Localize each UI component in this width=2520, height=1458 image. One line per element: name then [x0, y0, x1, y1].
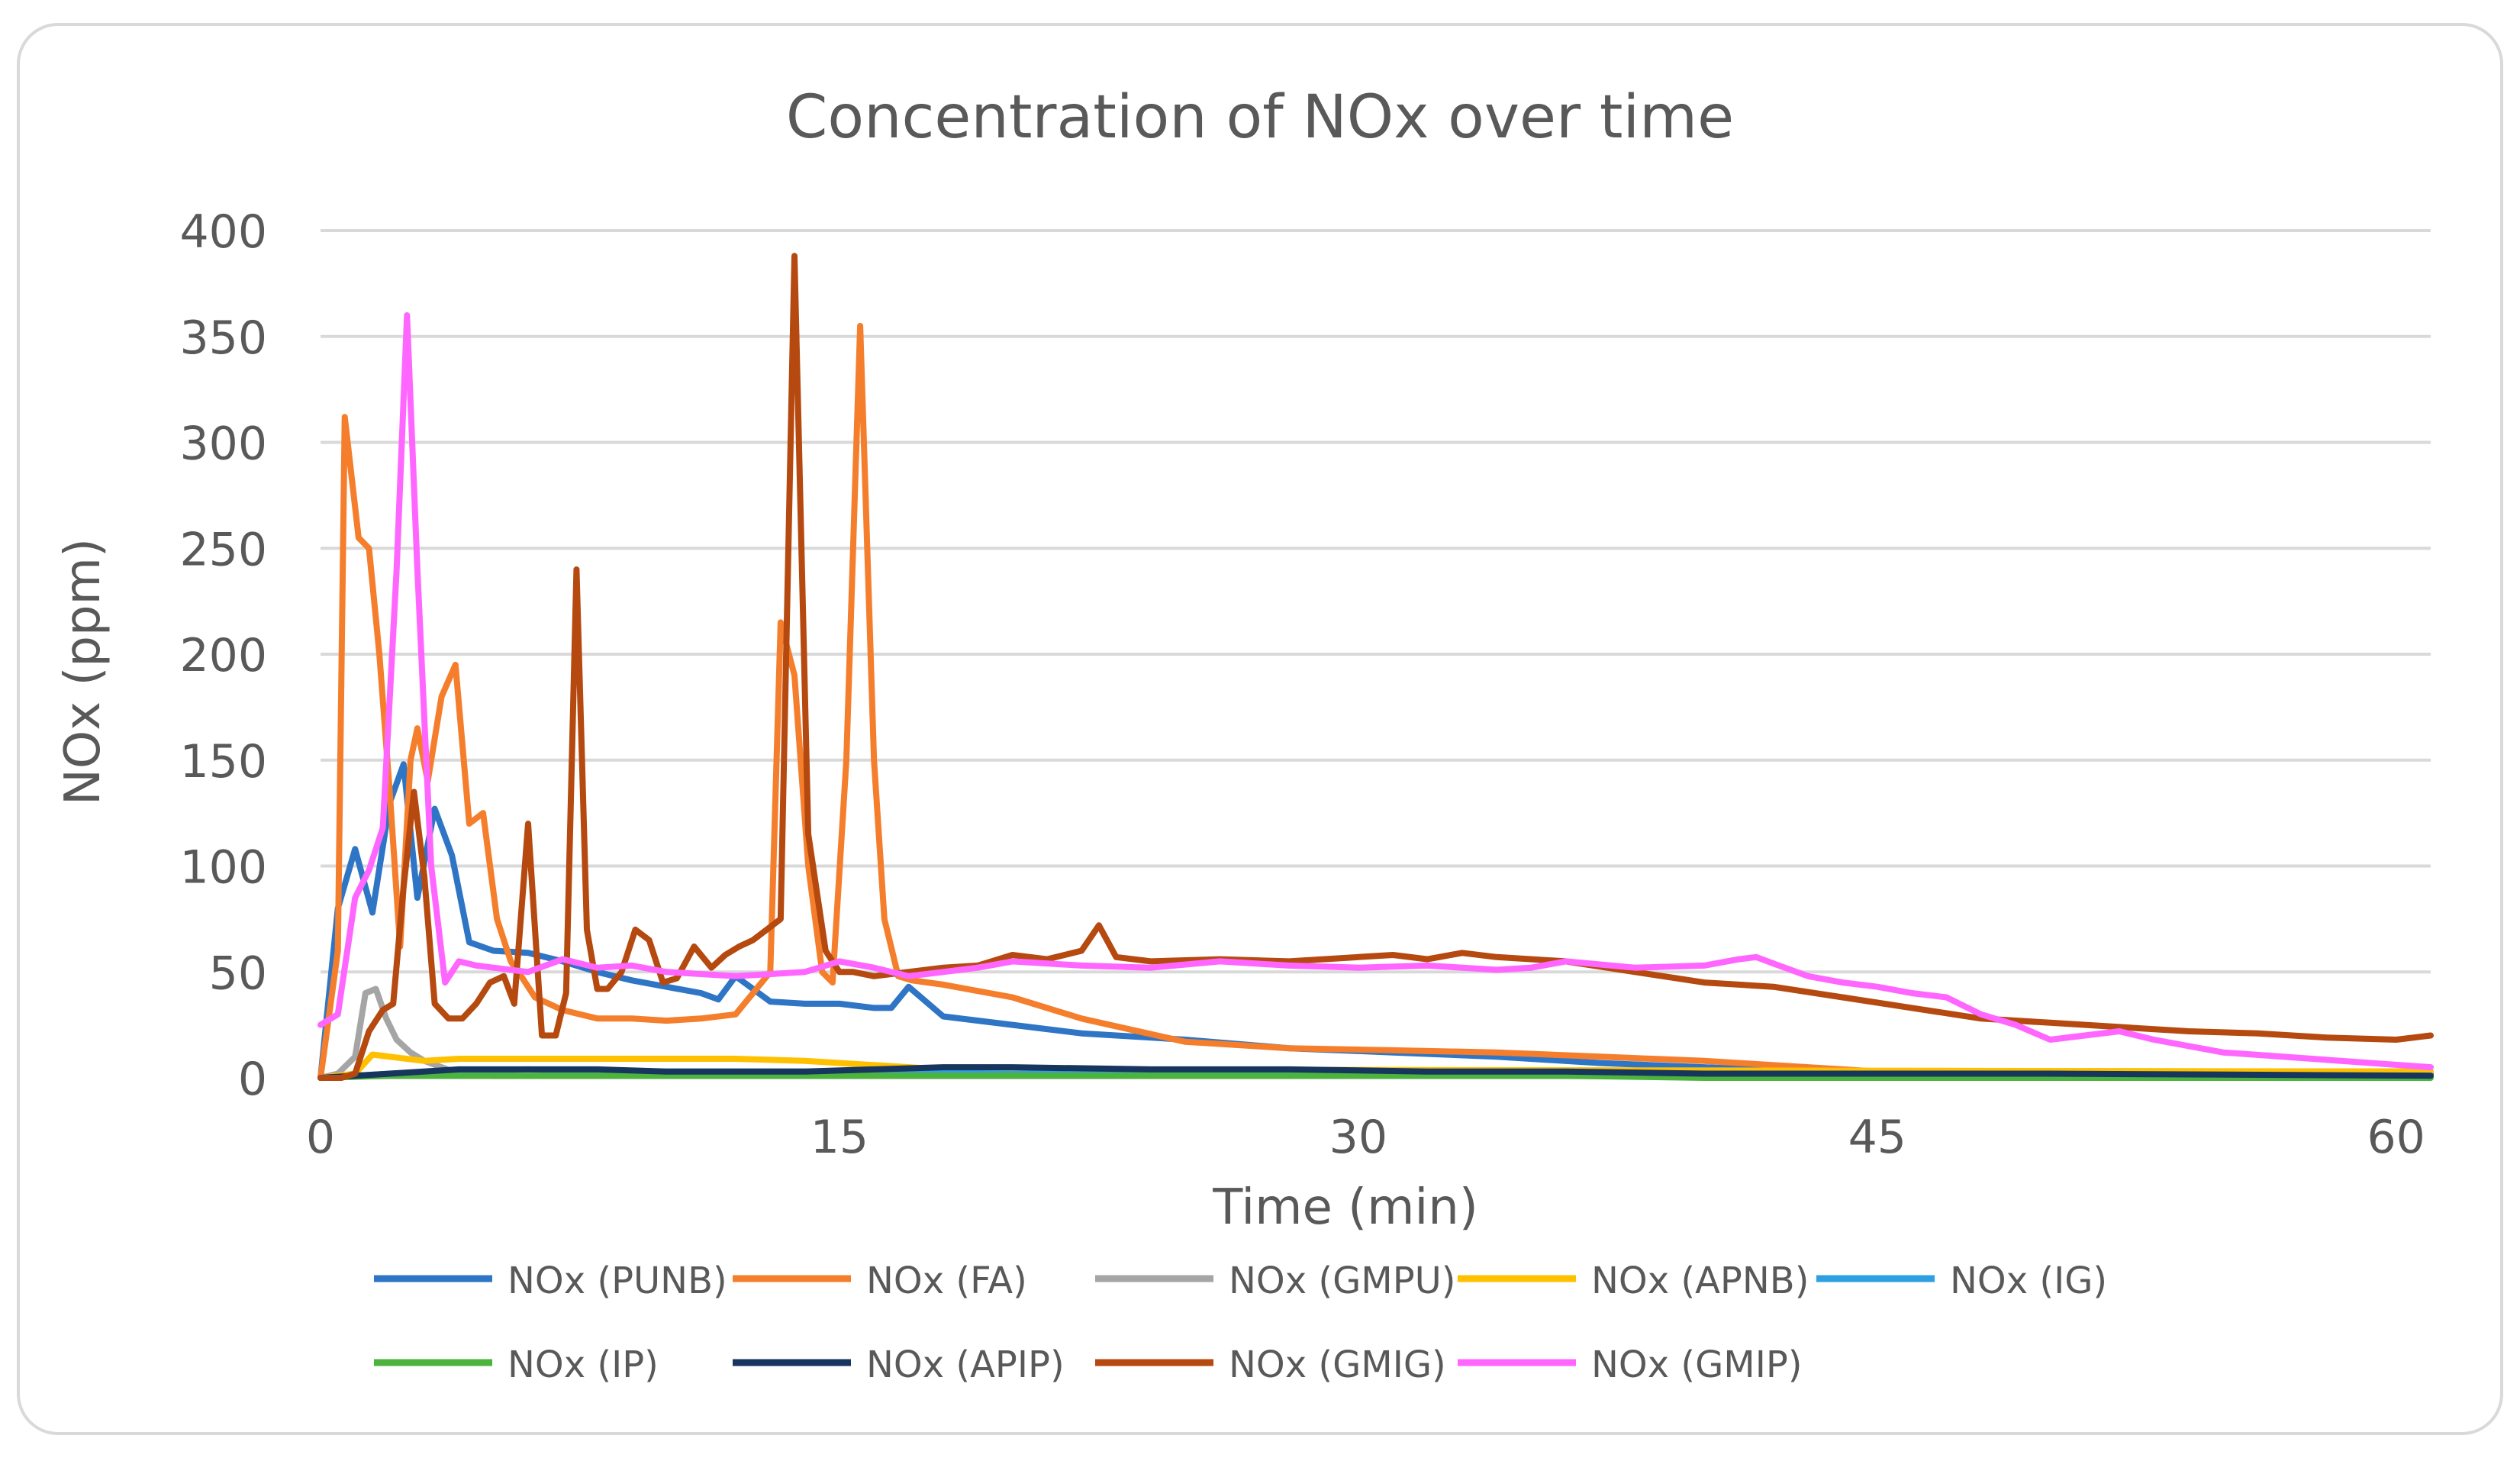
y-tick-labels: 0 50 100 150 200 250 300 350 400: [179, 205, 267, 1106]
x-tick-label: 45: [1848, 1111, 1906, 1164]
series-lines: [317, 253, 2434, 1081]
legend-item: NOx (GMIG): [1095, 1343, 1446, 1386]
legend-item: NOx (GMIP): [1458, 1343, 1803, 1386]
legend-item: NOx (IG): [1816, 1260, 2107, 1302]
series-line-nox-gmip: [317, 312, 2434, 1071]
legend-label: NOx (GMIG): [1229, 1343, 1446, 1386]
series-line-nox-fa: [317, 322, 2434, 1081]
series-line-nox-apip: [317, 1064, 2434, 1081]
y-tick-label: 200: [179, 629, 267, 682]
x-tick-label: 15: [810, 1111, 868, 1164]
legend-label: NOx (APIP): [866, 1343, 1065, 1386]
x-tick-label: 0: [306, 1111, 335, 1164]
x-tick-label: 30: [1329, 1111, 1387, 1164]
x-axis-label: Time (min): [1212, 1179, 1478, 1236]
y-tick-label: 400: [179, 205, 267, 259]
y-tick-label: 150: [179, 735, 267, 789]
legend-label: NOx (FA): [866, 1260, 1027, 1302]
y-tick-label: 250: [179, 523, 267, 576]
legend-label: NOx (IG): [1950, 1260, 2107, 1302]
legend-label: NOx (IP): [508, 1343, 659, 1386]
y-tick-label: 350: [179, 311, 267, 365]
legend-item: NOx (IP): [374, 1343, 659, 1386]
legend-label: NOx (GMPU): [1229, 1260, 1456, 1302]
y-axis-label: NOx (ppm): [55, 538, 111, 805]
legend-item: NOx (FA): [733, 1260, 1027, 1302]
y-tick-label: 50: [209, 947, 267, 1000]
series-line-nox-ip: [317, 1073, 2434, 1081]
legend: NOx (PUNB) NOx (FA) NOx (GMPU) NOx (APNB) NO…: [374, 1260, 2107, 1386]
legend-item: NOx (APIP): [733, 1343, 1065, 1386]
legend-item: NOx (PUNB): [374, 1260, 727, 1302]
series-line-nox-gmig: [317, 253, 2434, 1081]
x-tick-label: 60: [2367, 1111, 2425, 1164]
legend-label: NOx (APNB): [1591, 1260, 1809, 1302]
legend-item: NOx (GMPU): [1095, 1260, 1456, 1302]
y-tick-label: 300: [179, 418, 267, 471]
chart-border: [17, 23, 2503, 1435]
legend-label: NOx (PUNB): [508, 1260, 727, 1302]
x-tick-labels: 0 15 30 45 60: [306, 1111, 2425, 1164]
legend-label: NOx (GMIP): [1591, 1343, 1803, 1386]
series-line-nox-apnb: [317, 1051, 2434, 1081]
y-tick-label: 0: [238, 1053, 267, 1106]
y-tick-label: 100: [179, 841, 267, 895]
legend-item: NOx (APNB): [1458, 1260, 1809, 1302]
chart-title: Concentration of NOx over time: [786, 83, 1734, 152]
